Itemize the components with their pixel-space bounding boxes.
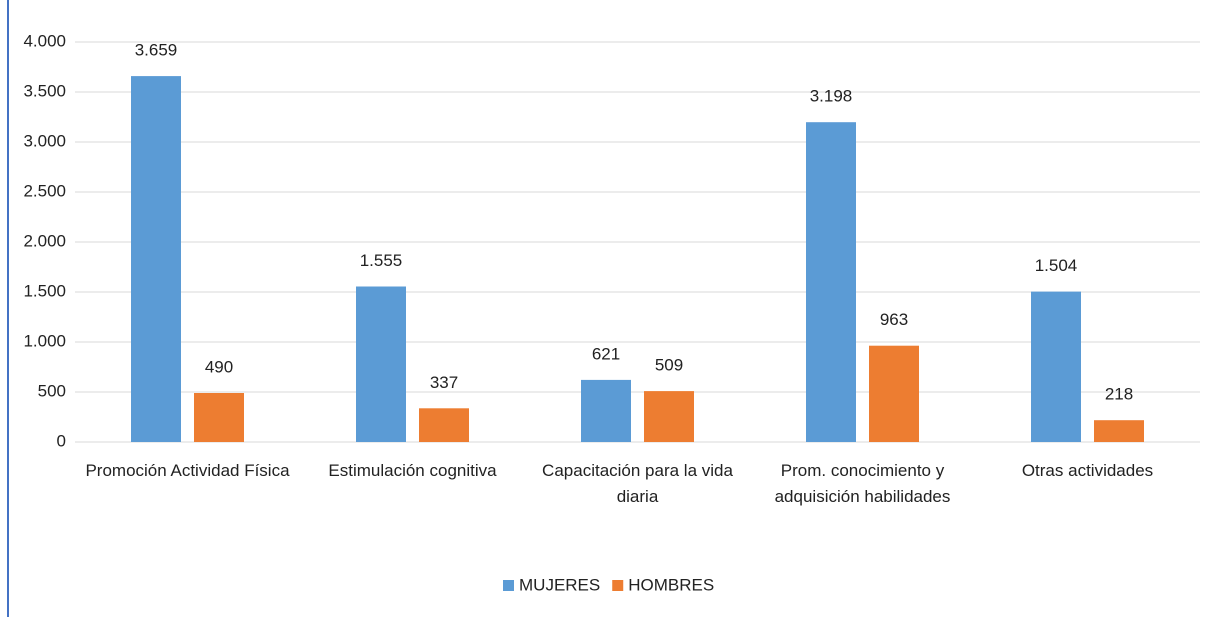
legend-swatch xyxy=(612,580,624,591)
y-tick-label: 3.000 xyxy=(23,131,66,150)
data-label: 218 xyxy=(1105,385,1133,404)
x-tick-label: Estimulación cognitiva xyxy=(328,461,497,480)
y-tick-label: 1.500 xyxy=(23,281,66,300)
data-label: 509 xyxy=(655,356,683,375)
y-tick-label: 2.500 xyxy=(23,181,66,200)
x-tick-label: Capacitación para la vida diaria xyxy=(542,461,733,506)
bar xyxy=(194,393,244,442)
data-label: 621 xyxy=(592,344,620,363)
data-label: 1.555 xyxy=(360,251,403,270)
legend-swatch xyxy=(503,580,514,591)
x-tick-label: Otras actividades xyxy=(1021,461,1154,480)
data-label: 1.504 xyxy=(1035,256,1078,275)
bar xyxy=(1094,420,1144,442)
y-tick-label: 500 xyxy=(38,381,66,400)
bar xyxy=(131,76,181,442)
y-tick-label: 2.000 xyxy=(23,231,66,250)
data-label: 963 xyxy=(880,310,908,329)
bar xyxy=(869,345,919,442)
legend-label: MUJERES xyxy=(519,575,600,594)
x-tick-label: Prom. conocimiento y adquisición habilid… xyxy=(774,461,951,506)
y-tick-label: 3.500 xyxy=(23,81,66,100)
data-label: 337 xyxy=(430,373,458,392)
data-label: 3.659 xyxy=(135,41,178,60)
bar xyxy=(806,122,856,442)
bar xyxy=(1031,291,1081,442)
x-tick-label: Promoción Actividad Física xyxy=(85,461,290,480)
legend-label: HOMBRES xyxy=(628,575,714,594)
bar xyxy=(419,408,469,442)
data-label: 3.198 xyxy=(810,87,853,106)
y-tick-label: 4.000 xyxy=(23,31,66,50)
bar xyxy=(356,286,406,442)
y-tick-label: 0 xyxy=(57,431,66,450)
bar xyxy=(581,379,631,442)
y-tick-label: 1.000 xyxy=(23,331,66,350)
data-label: 490 xyxy=(205,357,233,376)
bar xyxy=(644,391,694,442)
